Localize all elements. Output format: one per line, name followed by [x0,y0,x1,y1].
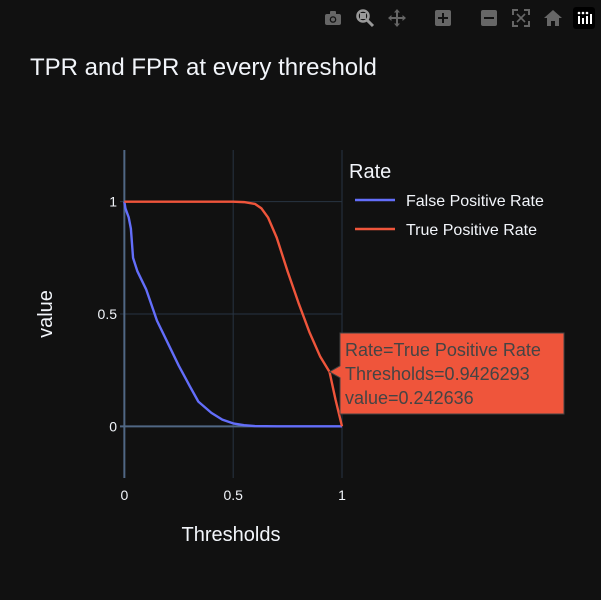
y-axis-title: value [35,290,57,338]
hover-tooltip-line: Rate=True Positive Rate [345,340,541,360]
x-tick-label: 1 [338,487,346,503]
legend-title: Rate [349,161,391,183]
chart-title: TPR and FPR at every threshold [30,54,377,81]
hover-tooltip-line: Thresholds=0.9426293 [345,364,530,384]
legend-item-label: False Positive Rate [406,193,544,210]
x-axis-title: Thresholds [182,524,281,546]
hover-tooltip-line: value=0.242636 [345,388,474,408]
y-tick-label: 0 [109,418,117,434]
legend-item-label: True Positive Rate [406,222,537,239]
y-tick-label: 1 [109,194,117,210]
y-tick-label: 0.5 [98,306,118,322]
x-tick-label: 0.5 [223,487,243,503]
x-tick-label: 0 [120,487,128,503]
